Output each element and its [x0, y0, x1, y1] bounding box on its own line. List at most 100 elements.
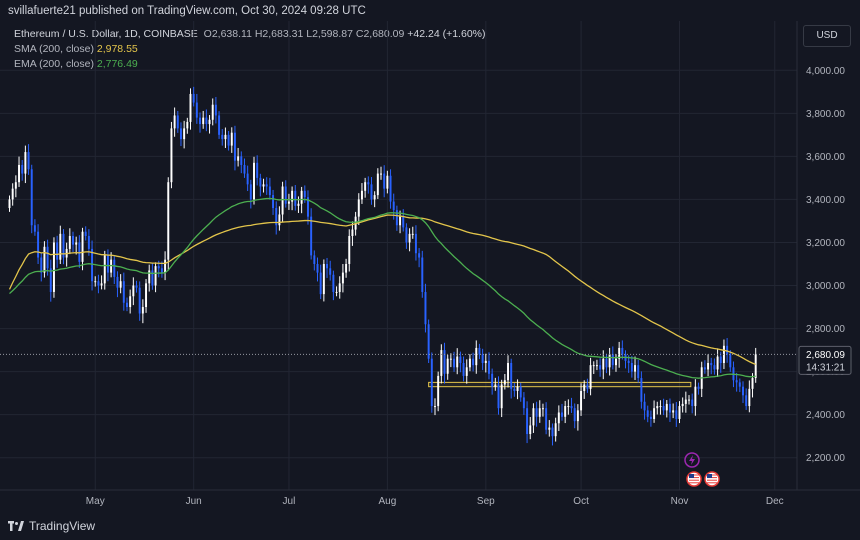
- sma-200-line: [8, 214, 756, 366]
- candle-body: [313, 255, 316, 264]
- candle: [503, 373, 506, 390]
- candle: [211, 98, 214, 126]
- symbol-name[interactable]: Ethereum / U.S. Dollar, 1D, COINBASE: [14, 28, 198, 40]
- candle: [707, 354, 710, 377]
- candle-body: [427, 324, 430, 359]
- footer-brand[interactable]: TradingView: [8, 519, 95, 533]
- candle: [322, 259, 325, 302]
- candle: [8, 195, 11, 212]
- candle-body: [303, 190, 306, 198]
- candle: [189, 88, 192, 130]
- candle: [665, 400, 668, 418]
- candle-body: [745, 395, 748, 407]
- candle: [437, 371, 440, 412]
- candle: [583, 380, 586, 399]
- candle-body: [561, 412, 563, 417]
- candle-body: [256, 162, 259, 178]
- candle-body: [646, 410, 649, 417]
- candle: [538, 400, 541, 423]
- candle: [541, 403, 544, 417]
- candle-body: [376, 173, 379, 196]
- candle-body: [656, 406, 659, 409]
- candle: [434, 398, 436, 416]
- candle: [275, 201, 278, 235]
- candle: [62, 229, 65, 265]
- candle-body: [526, 408, 529, 435]
- candle: [116, 271, 119, 298]
- candle: [122, 272, 125, 311]
- candle-body: [364, 182, 367, 191]
- candle-body: [43, 246, 46, 273]
- candle-body: [742, 386, 744, 396]
- candle: [68, 228, 71, 255]
- candle: [675, 401, 678, 427]
- candle-body: [672, 410, 675, 413]
- candle-body: [668, 403, 671, 413]
- candle: [427, 319, 430, 364]
- candle: [754, 347, 757, 383]
- candle: [310, 208, 313, 260]
- candle: [287, 193, 290, 210]
- candle: [554, 417, 557, 442]
- candle: [589, 357, 592, 396]
- candle: [281, 181, 284, 223]
- candle-body: [329, 268, 332, 275]
- candle-body: [516, 386, 519, 391]
- candle: [37, 224, 40, 264]
- candle: [395, 205, 398, 231]
- ema-row[interactable]: EMA (200, close) 2,776.49: [14, 57, 486, 72]
- candle: [386, 170, 389, 194]
- candle: [132, 277, 135, 306]
- candle: [332, 270, 335, 301]
- candle: [199, 112, 202, 133]
- candle: [243, 158, 246, 178]
- currency-button[interactable]: USD: [803, 25, 851, 47]
- candle: [297, 196, 300, 213]
- candle: [341, 263, 344, 293]
- high-value: H2,683.31: [254, 28, 304, 40]
- candle: [303, 185, 306, 203]
- candle: [573, 403, 576, 429]
- sma-row[interactable]: SMA (200, close) 2,978.55: [14, 42, 486, 57]
- candle-body: [297, 203, 300, 206]
- candle: [662, 398, 665, 416]
- ema-label: EMA (200, close): [14, 58, 94, 70]
- candle: [176, 110, 179, 133]
- candle: [33, 219, 36, 236]
- x-tick-label: Dec: [766, 496, 784, 507]
- candle: [56, 235, 59, 268]
- candle: [376, 168, 379, 199]
- candle-body: [278, 214, 281, 226]
- candle: [592, 361, 595, 374]
- candle-body: [602, 358, 605, 370]
- candle-body: [468, 358, 471, 368]
- candle-body: [497, 384, 500, 409]
- candle-body: [583, 384, 586, 391]
- candle: [449, 353, 452, 368]
- candle: [500, 379, 503, 418]
- candle-body: [618, 347, 621, 359]
- candle: [24, 145, 27, 184]
- candle: [357, 193, 360, 226]
- candle: [367, 176, 370, 194]
- candle-body: [484, 360, 487, 364]
- candle: [227, 130, 230, 151]
- candle: [697, 382, 700, 395]
- candle: [691, 393, 694, 414]
- candle: [360, 183, 363, 204]
- candle: [214, 96, 217, 124]
- candle-body: [754, 354, 757, 379]
- candle: [411, 226, 414, 239]
- candle-body: [373, 195, 376, 200]
- candle-body: [389, 175, 392, 202]
- candle-body: [405, 227, 408, 243]
- candle-body: [478, 347, 481, 355]
- candle-body: [640, 378, 643, 402]
- candle-body: [262, 184, 265, 187]
- candle-body: [392, 201, 395, 211]
- candle: [205, 109, 208, 132]
- candle-body: [87, 236, 90, 249]
- y-tick-label: 3,600.00: [806, 152, 845, 163]
- candle: [230, 127, 233, 153]
